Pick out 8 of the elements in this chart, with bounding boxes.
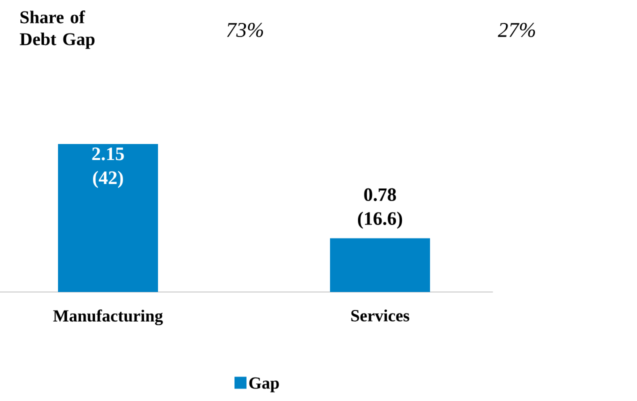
text: Share of Debt Gap <box>20 10 95 49</box>
legend-label: Gap <box>249 377 279 392</box>
x-tick-label: Services <box>351 310 410 322</box>
data-label: 0.78 (16.6) <box>358 188 402 229</box>
text: 73% <box>227 22 263 38</box>
text: 27% <box>498 22 535 38</box>
data-label: 2.15 (42) <box>92 148 124 188</box>
x-tick-label: Manufacturing <box>53 310 163 326</box>
